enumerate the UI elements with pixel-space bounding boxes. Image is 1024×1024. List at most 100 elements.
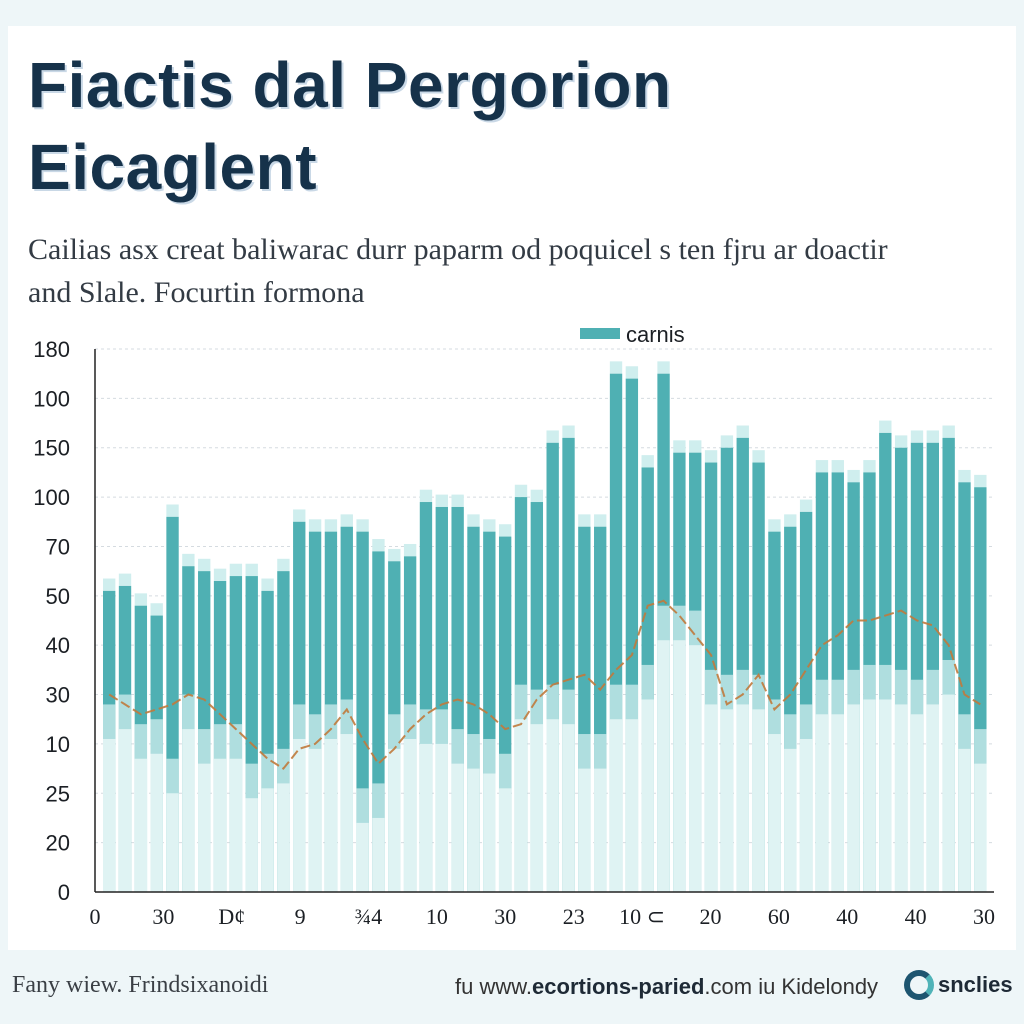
bar-lower-segment — [609, 719, 623, 892]
bar-lower-segment — [483, 773, 496, 892]
bar-cap — [388, 548, 401, 562]
y-tick-label: 180 — [33, 337, 70, 362]
bar-cap — [879, 420, 892, 433]
bar-lower-segment — [673, 640, 686, 892]
bar-lower-segment — [720, 709, 734, 892]
bar-cap — [483, 519, 496, 532]
x-tick-label: 0 — [90, 904, 101, 929]
bar-lower-segment — [467, 768, 480, 892]
bar-lower-segment — [514, 719, 528, 892]
bar-lower-segment — [894, 704, 908, 892]
brand-logo: snclies — [904, 970, 1013, 1000]
bar-lower-segment — [166, 793, 179, 892]
x-tick-label: 60 — [768, 904, 790, 929]
y-tick-label: 150 — [33, 436, 70, 461]
bar-cap — [324, 519, 338, 532]
bar-lower-segment — [229, 758, 243, 892]
bar-lower-segment — [372, 817, 385, 892]
x-tick-label: 10 — [426, 904, 448, 929]
footer-source-prefix: fu www. — [455, 974, 533, 999]
x-tick-label: 30 — [152, 904, 174, 929]
bar-lower-segment — [134, 758, 148, 892]
bar-cap — [277, 558, 290, 572]
bar-lower-segment — [245, 798, 258, 892]
bar-lower-segment — [815, 714, 829, 892]
page-title: Fiactis dal Pergorion Eicaglent — [28, 44, 672, 208]
x-tick-label: 23 — [563, 904, 585, 929]
bar-lower-segment — [641, 699, 654, 892]
bar-cap — [942, 425, 955, 438]
bar-cap — [799, 499, 813, 512]
bar-cap — [340, 514, 353, 527]
y-tick-label: 30 — [46, 683, 70, 708]
bar-cap — [689, 440, 702, 453]
bar-cap — [182, 553, 195, 567]
bar-lower-segment — [293, 738, 306, 892]
bar-cap — [435, 494, 448, 507]
bar-cap — [530, 489, 544, 503]
bar-cap — [498, 524, 512, 537]
x-tick-label: ¾4 — [355, 904, 383, 929]
x-tick-label: D¢ — [218, 904, 245, 929]
y-tick-label: 25 — [46, 781, 70, 806]
bar-cap — [308, 519, 322, 532]
bar-lower-segment — [182, 729, 195, 892]
bar-cap — [578, 514, 591, 527]
bar-cap — [926, 430, 939, 443]
footer-source-domain: ecortions-paried — [532, 974, 705, 999]
bar-lower-segment — [340, 734, 353, 892]
bar-lower-segment — [879, 699, 892, 892]
bar-cap — [546, 430, 559, 443]
bar-cap — [815, 460, 829, 473]
bar-lower-segment — [657, 640, 670, 892]
trend-line — [108, 599, 981, 770]
bar-cap — [103, 578, 116, 591]
chart-subtitle: Cailias asx creat baliwarac durr paparm … — [28, 233, 888, 309]
bar-cap — [625, 366, 639, 379]
legend-swatch — [580, 328, 620, 339]
x-tick-label: 30 — [973, 904, 995, 929]
y-tick-label: 100 — [33, 386, 70, 411]
bar-cap — [514, 484, 528, 498]
bar-cap — [245, 563, 258, 577]
title-line-1: Fiactis dal Pergorion — [28, 49, 672, 121]
x-tick-label: 40 — [836, 904, 858, 929]
bar-lower-segment — [974, 763, 987, 892]
bar-lower-segment — [324, 738, 338, 892]
bar-cap — [704, 450, 718, 463]
bar-cap — [673, 440, 686, 453]
bar-cap — [752, 450, 765, 463]
footer-source-link[interactable]: fu www.ecortions-paried.com iu Kidelondy — [455, 974, 878, 1000]
bar-cap — [451, 494, 464, 507]
bar-lower-segment — [261, 788, 274, 892]
bar-lower-segment — [213, 758, 227, 892]
bar-cap — [736, 425, 749, 438]
bar-cap — [134, 593, 148, 606]
bar-lower-segment — [150, 753, 163, 892]
title-line-2: Eicaglent — [28, 131, 318, 203]
bar-cap — [720, 435, 734, 448]
bar-cap — [958, 469, 971, 483]
bar-cap — [419, 489, 433, 503]
bar-cap — [150, 603, 163, 616]
bar-cap — [847, 469, 860, 483]
bar-cap — [198, 558, 211, 572]
y-tick-label: 0 — [58, 880, 70, 905]
bar-cap — [768, 519, 781, 532]
brand-name: snclies — [938, 972, 1013, 997]
bar-lower-segment — [625, 719, 639, 892]
x-tick-label: 9 — [295, 904, 306, 929]
bar-lower-segment — [768, 734, 781, 892]
bar-lower-segment — [799, 738, 813, 892]
bar-lower-segment — [356, 822, 369, 892]
footer: Fany wiew. Frindsixanoidi fu www.ecortio… — [0, 962, 1024, 1014]
bar-lower-segment — [736, 704, 749, 892]
bar-cap — [372, 539, 385, 552]
bar-lower-segment — [594, 768, 607, 892]
bar-lower-segment — [435, 743, 448, 892]
bar-cap — [784, 514, 797, 527]
x-tick-label: 20 — [699, 904, 721, 929]
bar-lower-segment — [451, 763, 464, 892]
bar-lower-segment — [403, 738, 417, 892]
